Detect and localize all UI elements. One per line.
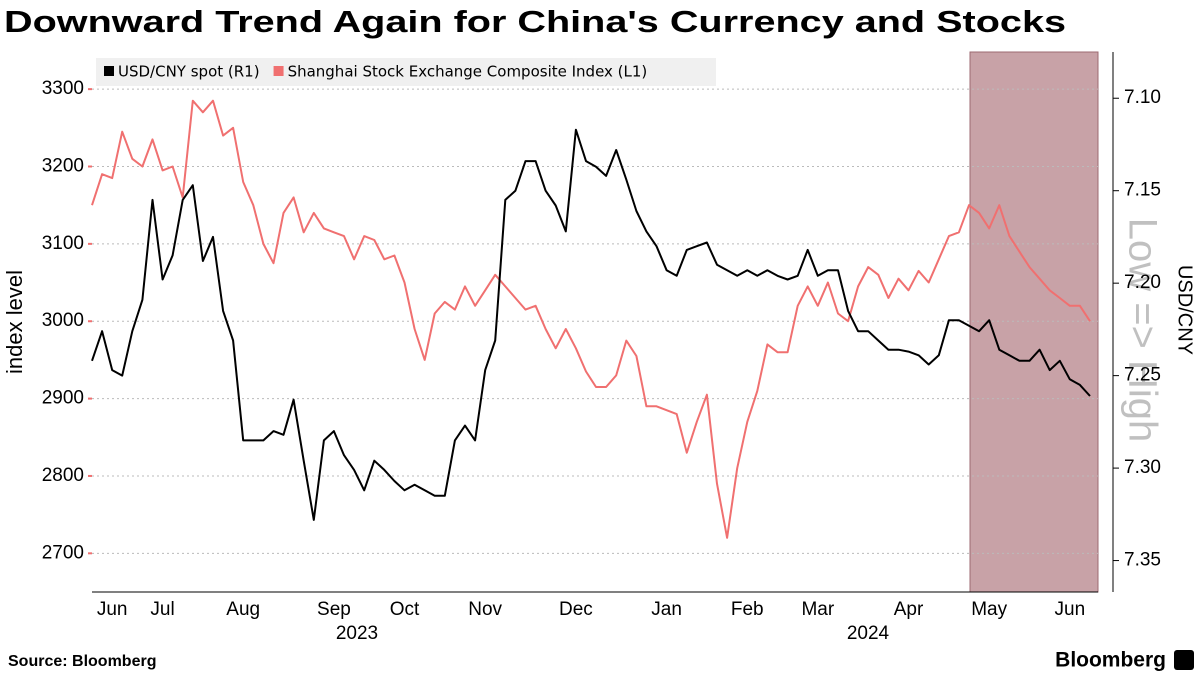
x-tick-label: Jun	[97, 599, 128, 620]
y2-tick-label: 7.30	[1124, 457, 1161, 478]
x-tick-label: Oct	[390, 599, 420, 620]
brand-icon	[1174, 650, 1194, 670]
y2-tick-label: 7.20	[1124, 272, 1161, 293]
chart-title: Downward Trend Again for China's Currenc…	[4, 4, 1066, 39]
series-line	[91, 128, 1091, 521]
y2-tick-label: 7.35	[1124, 550, 1161, 571]
x-tick-label: Jul	[150, 599, 174, 620]
y-tick-label: 3000	[42, 310, 84, 331]
x-tick-label: Feb	[731, 599, 764, 620]
legend-swatch	[104, 66, 114, 76]
highlight-region	[969, 51, 1099, 593]
x-tick-label: Jan	[651, 599, 682, 620]
y-tick-label: 2900	[42, 388, 84, 409]
legend-label: USD/CNY spot (R1)	[118, 63, 260, 81]
y2-tick-label: 7.15	[1124, 180, 1161, 201]
x-tick-label: Mar	[801, 599, 834, 620]
legend-box	[96, 58, 716, 86]
x-tick-label: May	[971, 599, 1007, 620]
brand: Bloomberg	[1055, 649, 1166, 672]
y-tick-label: 2700	[42, 542, 84, 563]
y-axis-label: index level	[2, 270, 27, 374]
y-tick-label: 3300	[42, 78, 84, 99]
y-tick-label: 2800	[42, 465, 84, 486]
x-tick-label: Dec	[559, 599, 593, 620]
y-tick-label: 3200	[42, 156, 84, 177]
source: Source: Bloomberg	[8, 653, 156, 670]
annotation: Low => High	[1120, 218, 1164, 443]
x-tick-label: Aug	[226, 599, 260, 620]
x-tick-label: Apr	[894, 599, 924, 620]
x-tick-label: Nov	[468, 599, 502, 620]
y2-tick-label: 7.25	[1124, 365, 1161, 386]
x-tick-label: Sep	[317, 599, 351, 620]
legend-label: Shanghai Stock Exchange Composite Index …	[288, 63, 648, 81]
x-tick-label: Jun	[1055, 599, 1086, 620]
legend-swatch	[273, 66, 284, 76]
year-label: 2024	[847, 623, 890, 644]
series-line	[91, 99, 1091, 539]
year-label: 2023	[336, 623, 378, 644]
y2-tick-label: 7.10	[1124, 87, 1161, 108]
y-tick-label: 3100	[42, 233, 84, 254]
y2-axis-label: USD/CNY	[1174, 265, 1196, 355]
